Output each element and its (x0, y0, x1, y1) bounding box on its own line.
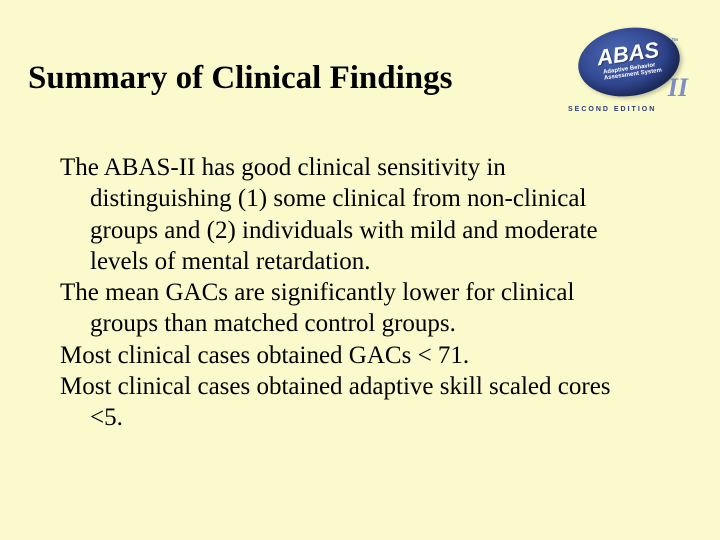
logo-roman-two: II (668, 73, 688, 103)
slide-title: Summary of Clinical Findings (28, 60, 452, 97)
logo-trademark-icon: ™ (671, 38, 678, 45)
paragraph-2: The mean GACs are significantly lower fo… (60, 277, 640, 340)
paragraph-1: The ABAS-II has good clinical sensitivit… (60, 152, 640, 277)
paragraph-3: Most clinical cases obtained GACs < 71. (60, 340, 640, 371)
abas-logo: ABAS Adaptive Behavior Assessment System… (558, 28, 680, 123)
paragraph-4: Most clinical cases obtained adaptive sk… (60, 371, 640, 434)
logo-edition-text: SECOND EDITION (568, 106, 656, 113)
body-text-block: The ABAS-II has good clinical sensitivit… (60, 152, 640, 433)
